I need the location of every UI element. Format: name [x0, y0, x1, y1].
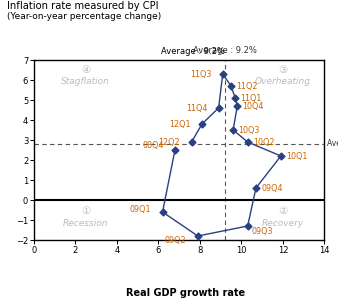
Text: ③: ③ — [278, 65, 288, 75]
Point — [235, 103, 240, 108]
Text: Recession: Recession — [63, 218, 108, 227]
Text: Average : 9.2%: Average : 9.2% — [161, 46, 224, 56]
Text: Recovery: Recovery — [262, 218, 304, 227]
Text: 10Q1: 10Q1 — [286, 152, 308, 160]
Point — [228, 84, 234, 88]
Text: 08Q4: 08Q4 — [142, 141, 164, 150]
Point — [189, 140, 194, 144]
Point — [278, 154, 284, 158]
Text: 12Q1: 12Q1 — [169, 119, 191, 128]
Text: Average : 2.8%: Average : 2.8% — [327, 140, 338, 148]
Point — [199, 122, 205, 126]
Point — [172, 148, 178, 152]
Text: Inflation rate measured by CPI: Inflation rate measured by CPI — [7, 1, 158, 10]
Point — [160, 210, 165, 214]
Text: 10Q2: 10Q2 — [253, 137, 274, 146]
Text: Average : 9.2%: Average : 9.2% — [193, 46, 257, 55]
Point — [253, 186, 259, 190]
Point — [231, 128, 236, 132]
Text: 10Q4: 10Q4 — [242, 101, 264, 110]
Text: 09Q1: 09Q1 — [129, 205, 151, 214]
Text: (Year-on-year percentage change): (Year-on-year percentage change) — [7, 12, 161, 21]
Point — [233, 96, 238, 100]
Text: 09Q2: 09Q2 — [165, 236, 187, 245]
Text: 10Q3: 10Q3 — [238, 125, 260, 134]
Text: 11Q4: 11Q4 — [186, 103, 207, 112]
Text: 12Q2: 12Q2 — [159, 137, 180, 146]
Point — [195, 234, 200, 239]
Point — [220, 72, 225, 76]
Text: Stagflation: Stagflation — [61, 77, 110, 86]
Text: ①: ① — [81, 206, 90, 216]
Point — [245, 140, 250, 144]
Text: ④: ④ — [81, 65, 90, 75]
Text: Overheating: Overheating — [255, 77, 311, 86]
Text: ②: ② — [278, 206, 288, 216]
Point — [216, 106, 221, 110]
Point — [245, 224, 250, 228]
Text: 11Q1: 11Q1 — [240, 94, 262, 103]
Text: 09Q3: 09Q3 — [252, 227, 273, 236]
Text: 09Q4: 09Q4 — [261, 184, 283, 194]
Text: 11Q2: 11Q2 — [236, 82, 258, 91]
Text: Real GDP growth rate: Real GDP growth rate — [126, 289, 245, 298]
Text: 11Q3: 11Q3 — [190, 70, 211, 79]
